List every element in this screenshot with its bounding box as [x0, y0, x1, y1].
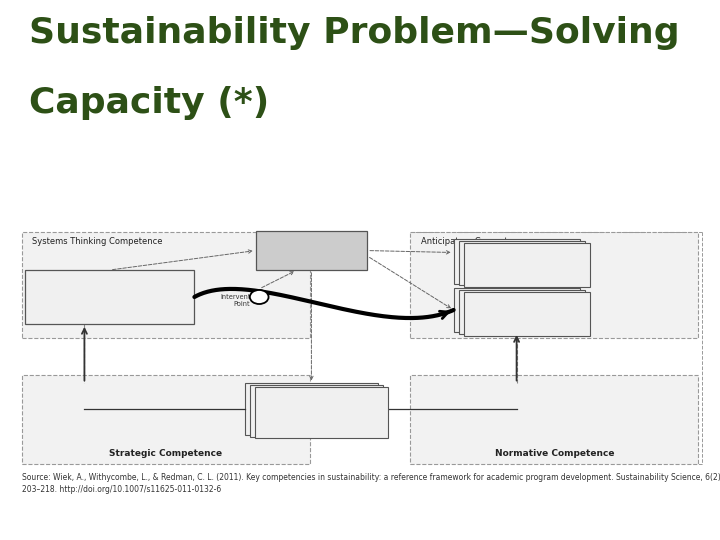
Text: Interpersonal
Competence: Interpersonal Competence [281, 241, 342, 260]
Text: Systems Thinking Competence: Systems Thinking Competence [32, 237, 163, 246]
Bar [410, 232, 698, 338]
Bar [459, 289, 585, 334]
Text: Capacity (*): Capacity (*) [29, 86, 269, 120]
Text: Sustainability
transition strategies: Sustainability transition strategies [275, 402, 348, 416]
Bar [464, 292, 590, 336]
Text: Complex problem constellations in the
current situation and their history: Complex problem constellations in the cu… [40, 291, 179, 303]
Bar [250, 386, 383, 436]
Text: Anticipatory Competence: Anticipatory Competence [421, 237, 528, 246]
Bar [22, 232, 310, 338]
Text: Normative Competence: Normative Competence [495, 449, 614, 458]
Text: Sustainability Problem—Solving: Sustainability Problem—Solving [29, 16, 680, 50]
Bar [459, 241, 585, 285]
Bar [256, 231, 367, 270]
Text: Non-intervention
future scenarios: Non-intervention future scenarios [486, 255, 547, 268]
Circle shape [250, 290, 269, 304]
Bar [22, 375, 310, 464]
Bar [410, 375, 698, 464]
Text: Strategic Competence: Strategic Competence [109, 449, 222, 458]
Bar [255, 387, 388, 438]
Bar [464, 243, 590, 287]
Bar [245, 383, 378, 435]
Bar [454, 239, 580, 284]
Bar [25, 270, 194, 324]
Bar [454, 288, 580, 332]
Text: Intervention
Point: Intervention Point [221, 294, 261, 307]
Text: Sustainability
visions: Sustainability visions [490, 300, 543, 320]
Text: Source: Wiek, A., Withycombe, L., & Redman, C. L. (2011). Key competencies in su: Source: Wiek, A., Withycombe, L., & Redm… [22, 472, 720, 494]
